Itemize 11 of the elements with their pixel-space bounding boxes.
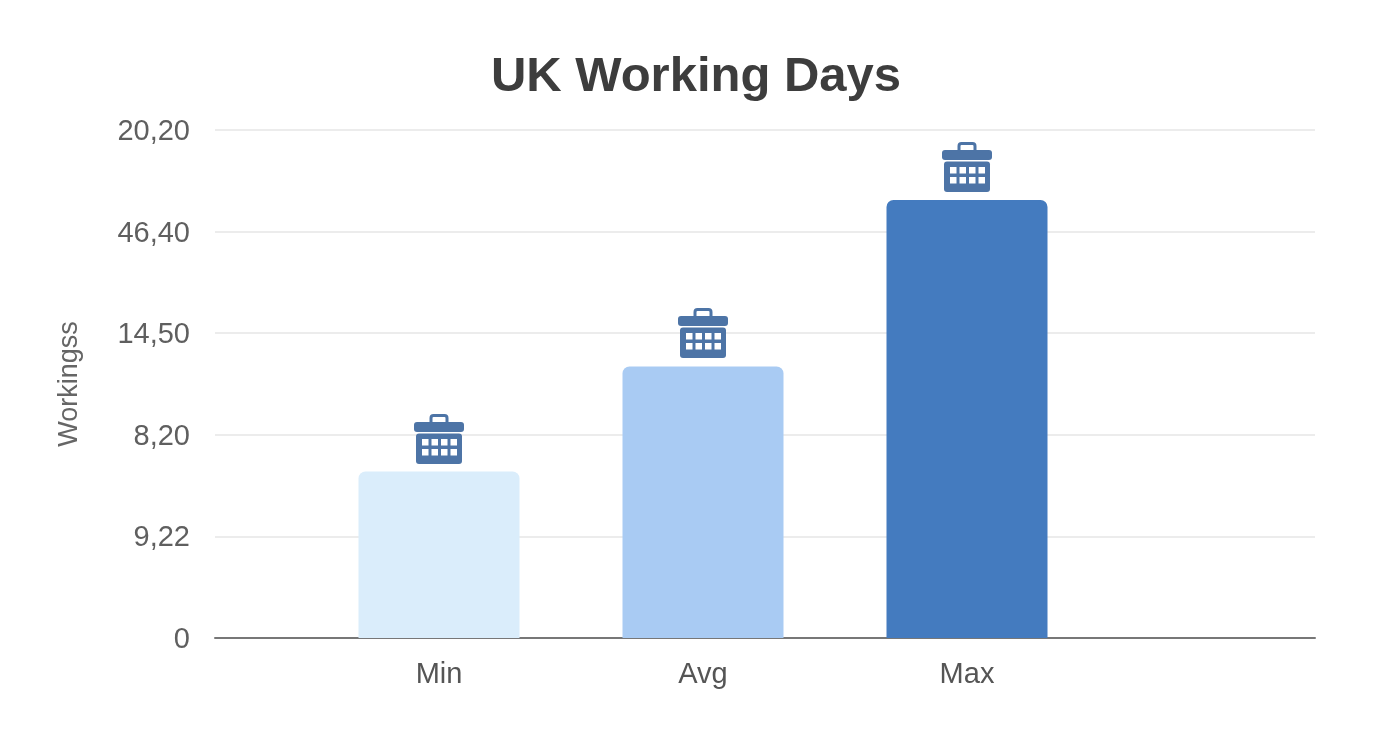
y-axis-title: Workingss (52, 321, 83, 447)
text: 46,40 (117, 215, 190, 248)
text: 8,20 (133, 418, 190, 451)
x-tick-label: Avg (678, 656, 728, 689)
x-tick-label: Max (939, 656, 995, 689)
text: 9,22 (133, 520, 190, 553)
text: 20,20 (117, 114, 190, 146)
x-tick-label: Min (415, 656, 463, 689)
text: 0 (173, 622, 190, 654)
text: 14,50 (117, 317, 190, 350)
chart-title: UK Working Days (490, 46, 902, 101)
